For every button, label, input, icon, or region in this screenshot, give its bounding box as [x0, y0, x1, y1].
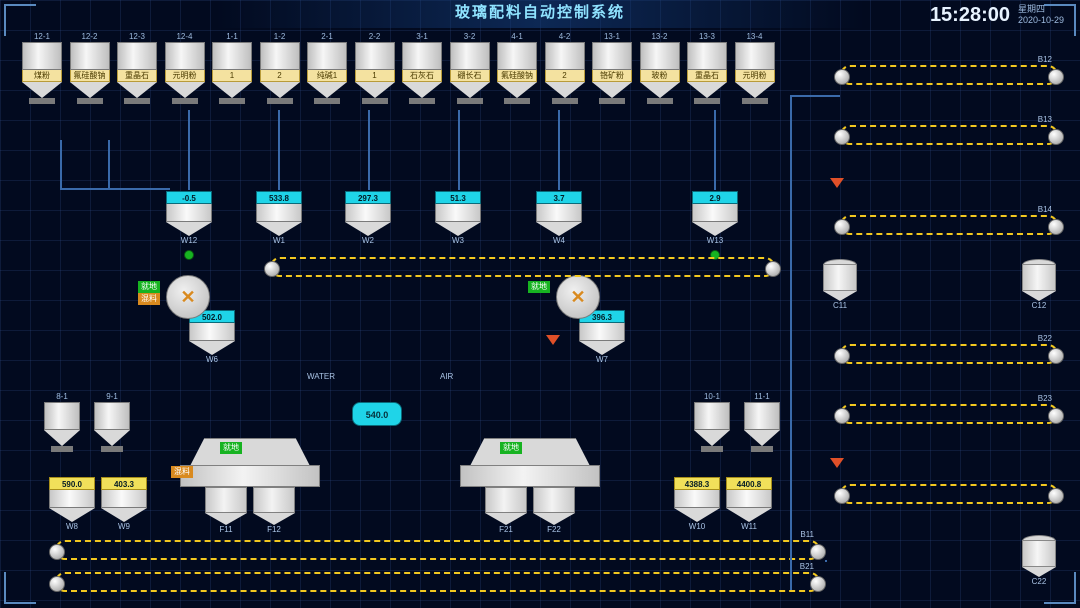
tank-C22[interactable]: C22 — [1022, 535, 1056, 586]
silo-11-1[interactable]: 11-1 — [744, 392, 780, 452]
silo-12-2[interactable]: 12-2 氟硅酸钠 — [70, 32, 110, 104]
silo-13-1[interactable]: 13-1 铬矿粉 — [592, 32, 632, 104]
rotary-valve[interactable]: ✕ — [556, 275, 600, 319]
conveyor-B11[interactable]: B11 — [55, 540, 820, 560]
silo-3-1[interactable]: 3-1 石灰石 — [402, 32, 442, 104]
silo-2-2[interactable]: 2-2 1 — [355, 32, 395, 104]
pipe — [108, 140, 110, 190]
mixer-F1[interactable]: F11F12 — [175, 438, 325, 534]
conveyor-B14[interactable]: B14 — [840, 215, 1058, 235]
silo-12-1[interactable]: 12-1 煤粉 — [22, 32, 62, 104]
mixer-F2[interactable]: F21F22 — [455, 438, 605, 534]
silo-1-2[interactable]: 1-2 2 — [260, 32, 300, 104]
scada-stage: 12-1 煤粉 12-2 氟硅酸钠 12-3 重晶石 12-4 元明粉 — [0, 0, 1080, 608]
silo-4-1[interactable]: 4-1 氟硅酸钠 — [497, 32, 537, 104]
weigh-hopper-W4[interactable]: 3.7 W4 — [536, 191, 582, 245]
conveyor-B5[interactable] — [270, 257, 775, 277]
pipe — [278, 110, 280, 190]
silo-13-2[interactable]: 13-2 玻粉 — [640, 32, 680, 104]
conveyor-B24[interactable] — [840, 484, 1058, 504]
pipe — [790, 95, 792, 560]
tank-C11[interactable]: C11 — [823, 259, 857, 310]
weigh-hopper-W3[interactable]: 51.3 W3 — [435, 191, 481, 245]
flow-arrow-icon — [830, 178, 844, 192]
pipe — [60, 140, 62, 190]
silo-4-2[interactable]: 4-2 2 — [545, 32, 585, 104]
weigh-hopper-W1[interactable]: 533.8 W1 — [256, 191, 302, 245]
silo-3-2[interactable]: 3-2 硼长石 — [450, 32, 490, 104]
pipe — [714, 110, 716, 190]
conveyor-B23[interactable]: B23 — [840, 404, 1058, 424]
silo-1-1[interactable]: 1-1 1 — [212, 32, 252, 104]
flow-arrow-icon — [830, 458, 844, 472]
silo-13-4[interactable]: 13-4 元明粉 — [735, 32, 775, 104]
mode-badge: 混料 — [138, 293, 160, 305]
mode-badge: 就地 — [138, 281, 160, 293]
silo-9-1[interactable]: 9-1 — [94, 392, 130, 452]
label-air: AIR — [440, 372, 453, 381]
label-water: WATER — [307, 372, 335, 381]
conveyor-B13[interactable]: B13 — [840, 125, 1058, 145]
weigh-hopper-W9[interactable]: 403.3 W9 — [101, 477, 147, 531]
silo-13-3[interactable]: 13-3 重晶石 — [687, 32, 727, 104]
mode-badge: 就地 — [528, 281, 550, 293]
weigh-hopper-W12[interactable]: -0.5 W12 — [166, 191, 212, 245]
pipe — [188, 110, 190, 190]
weigh-hopper-W2[interactable]: 297.3 W2 — [345, 191, 391, 245]
weigh-hopper-W11[interactable]: 4400.8 W11 — [726, 477, 772, 531]
rotary-valve[interactable]: ✕ — [166, 275, 210, 319]
flow-arrow-icon — [546, 335, 560, 349]
pipe — [558, 110, 560, 190]
silo-2-1[interactable]: 2-1 纯碱1 — [307, 32, 347, 104]
tank-C12[interactable]: C12 — [1022, 259, 1056, 310]
mode-badge: 就地 — [500, 442, 522, 454]
pipe — [790, 560, 792, 590]
silo-8-1[interactable]: 8-1 — [44, 392, 80, 452]
weigh-hopper-W8[interactable]: 590.0 W8 — [49, 477, 95, 531]
pipe — [458, 110, 460, 190]
status-dot — [184, 250, 194, 260]
pipe — [825, 560, 827, 562]
mode-badge: 混料 — [171, 466, 193, 478]
silo-10-1[interactable]: 10-1 — [694, 392, 730, 452]
silo-12-4[interactable]: 12-4 元明粉 — [165, 32, 205, 104]
silo-12-3[interactable]: 12-3 重晶石 — [117, 32, 157, 104]
conveyor-B21[interactable]: B21 — [55, 572, 820, 592]
water-tank[interactable]: 540.0 — [352, 402, 402, 426]
mode-badge: 就地 — [220, 442, 242, 454]
weigh-hopper-W13[interactable]: 2.9 W13 — [692, 191, 738, 245]
pipe — [60, 188, 170, 190]
pipe — [790, 95, 840, 97]
conveyor-B22[interactable]: B22 — [840, 344, 1058, 364]
conveyor-B12[interactable]: B12 — [840, 65, 1058, 85]
pipe — [368, 110, 370, 190]
weigh-hopper-W10[interactable]: 4388.3 W10 — [674, 477, 720, 531]
